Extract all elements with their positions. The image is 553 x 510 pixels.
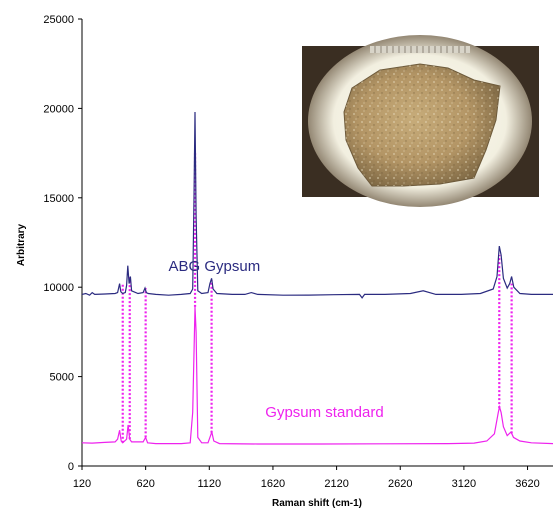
series-labels: ABG Gypsum Gypsum standard — [169, 258, 384, 421]
y-tick-label: 5000 — [50, 372, 74, 384]
rock-texture — [344, 64, 500, 186]
x-tick-label: 2120 — [324, 478, 348, 490]
series-line-abg-gypsum — [81, 111, 553, 299]
x-tick-label: 3620 — [515, 478, 539, 490]
x-axis-title: Raman shift (cm-1) — [272, 498, 362, 509]
series-label-gypsum-standard: Gypsum standard — [265, 404, 383, 421]
gypsum-sample-photo — [302, 35, 539, 207]
x-tick-label: 120 — [73, 478, 91, 490]
series-line-gypsum-standard — [81, 306, 553, 445]
y-tick-label: 0 — [68, 461, 74, 473]
y-ticks: 0 5000 10000 15000 20000 25000 — [43, 14, 82, 473]
y-tick-label: 15000 — [43, 193, 74, 205]
series-lines — [81, 111, 553, 445]
y-axis-title: Arbitrary — [16, 223, 27, 266]
axes — [81, 19, 553, 467]
x-tick-label: 2620 — [388, 478, 412, 490]
y-tick-label: 25000 — [43, 14, 74, 26]
x-tick-label: 1620 — [261, 478, 285, 490]
x-tick-label: 3120 — [452, 478, 476, 490]
x-tick-label: 1120 — [197, 478, 221, 490]
scale-ruler — [370, 46, 470, 53]
peak-markers — [121, 153, 513, 443]
series-label-abg-gypsum: ABG Gypsum — [169, 258, 261, 275]
x-tick-label: 620 — [136, 478, 154, 490]
x-ticks: 120 620 1120 1620 2120 2620 3120 3620 — [73, 466, 540, 490]
y-tick-label: 10000 — [43, 282, 74, 294]
y-tick-label: 20000 — [43, 103, 74, 115]
